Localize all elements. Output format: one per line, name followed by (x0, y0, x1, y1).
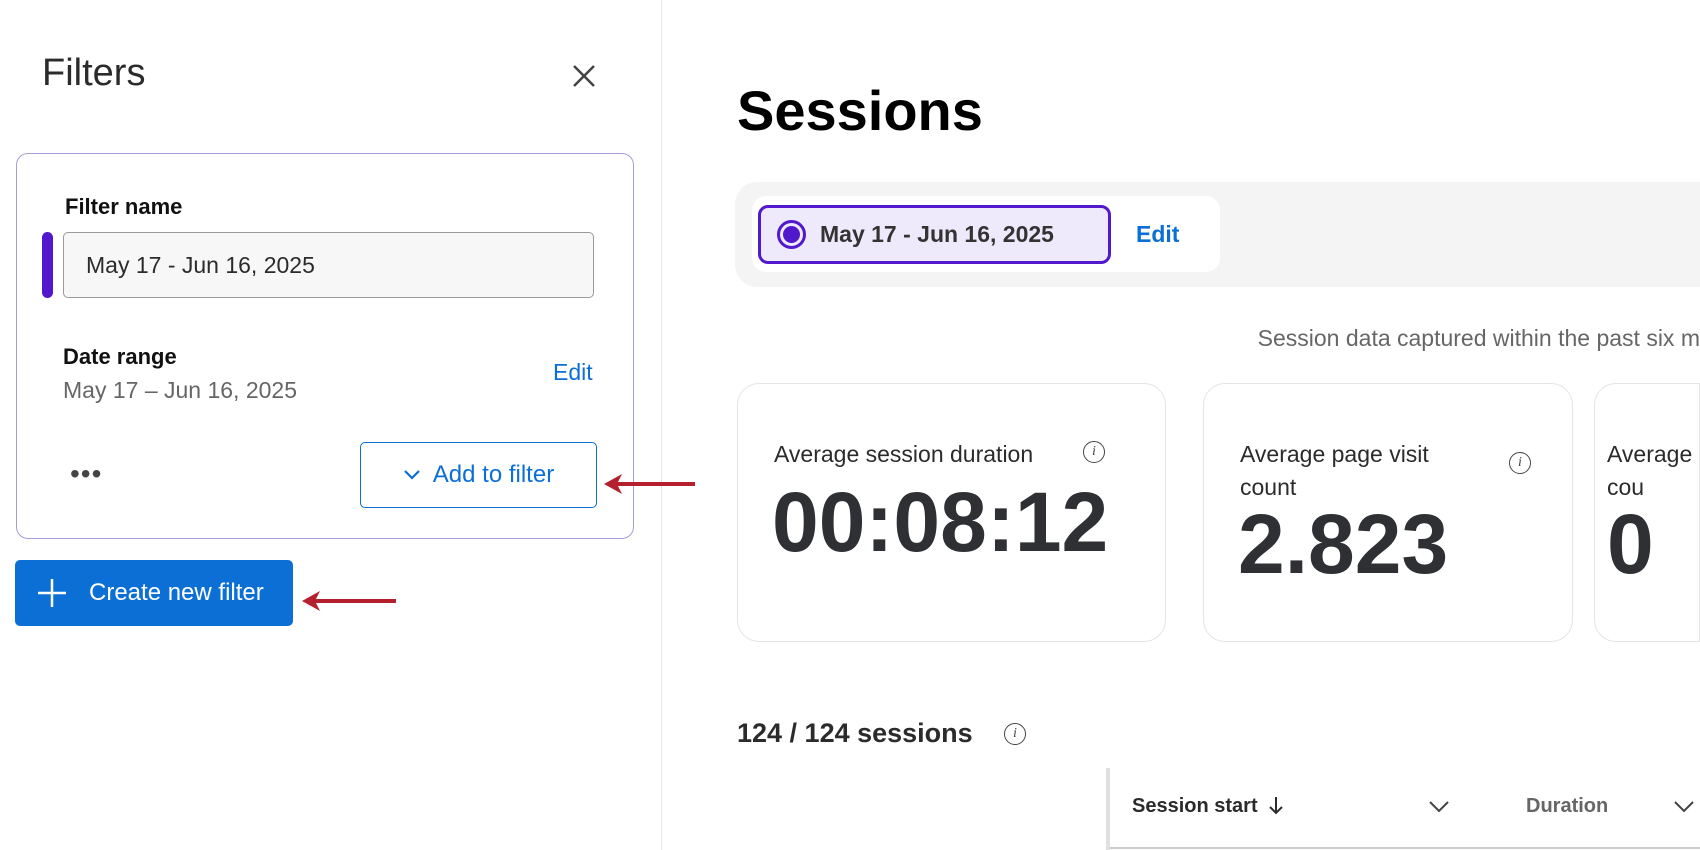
plus-icon (38, 579, 66, 607)
table-divider (1106, 768, 1110, 850)
add-to-filter-button[interactable]: Add to filter (360, 442, 597, 508)
info-icon[interactable]: i (1083, 441, 1105, 463)
filter-name-input[interactable] (63, 232, 594, 298)
metric-card: Average page visit count i 2.823 (1203, 383, 1573, 642)
metric-label: Average cou (1607, 441, 1693, 500)
info-icon[interactable]: i (1509, 452, 1531, 474)
metric-label: Average session duration (774, 441, 1034, 467)
sort-down-arrow-icon (1268, 797, 1283, 815)
active-filter-chip[interactable]: May 17 - Jun 16, 2025 (758, 205, 1111, 264)
column-label: Session start (1132, 795, 1258, 817)
metric-card: Average cou 0 (1594, 383, 1700, 642)
close-icon[interactable] (568, 60, 600, 92)
radio-selected-icon (777, 220, 806, 249)
metric-value: 00:08:12 (772, 475, 1109, 569)
data-note: Session data captured within the past si… (1257, 325, 1700, 351)
create-new-filter-label: Create new filter (89, 579, 264, 606)
table-header-border (1110, 847, 1700, 849)
metric-label: Average page visit count (1240, 441, 1429, 500)
date-range-value: May 17 – Jun 16, 2025 (63, 377, 297, 403)
filters-panel: Filters Filter name Date range May 17 – … (0, 0, 662, 850)
page-title: Sessions (737, 79, 983, 142)
info-icon[interactable]: i (1004, 723, 1026, 745)
metric-card: Average session duration i 00:08:12 (737, 383, 1166, 642)
session-count: 124 / 124 sessions (737, 718, 973, 748)
filter-card (16, 153, 634, 539)
panel-title: Filters (42, 52, 146, 94)
column-header-session-start[interactable]: Session start (1132, 795, 1284, 818)
annotation-arrow (302, 591, 396, 611)
annotation-arrow (604, 474, 695, 494)
chevron-down-icon[interactable] (1428, 800, 1450, 814)
metric-value: 2.823 (1238, 497, 1449, 591)
filter-color-bar (42, 232, 53, 298)
active-filter-label: May 17 - Jun 16, 2025 (820, 221, 1054, 247)
filter-name-label: Filter name (65, 194, 183, 219)
date-range-label: Date range (63, 344, 177, 369)
chevron-down-icon[interactable] (1673, 800, 1695, 814)
column-header-duration[interactable]: Duration (1526, 795, 1609, 817)
metric-value: 0 (1607, 497, 1654, 591)
edit-date-range-link[interactable]: Edit (553, 359, 593, 385)
more-options-button[interactable]: ••• (70, 458, 103, 489)
edit-filter-link[interactable]: Edit (1136, 221, 1180, 247)
add-to-filter-label: Add to filter (432, 461, 555, 488)
chevron-down-icon (404, 470, 420, 480)
create-new-filter-button[interactable]: Create new filter (15, 560, 293, 626)
